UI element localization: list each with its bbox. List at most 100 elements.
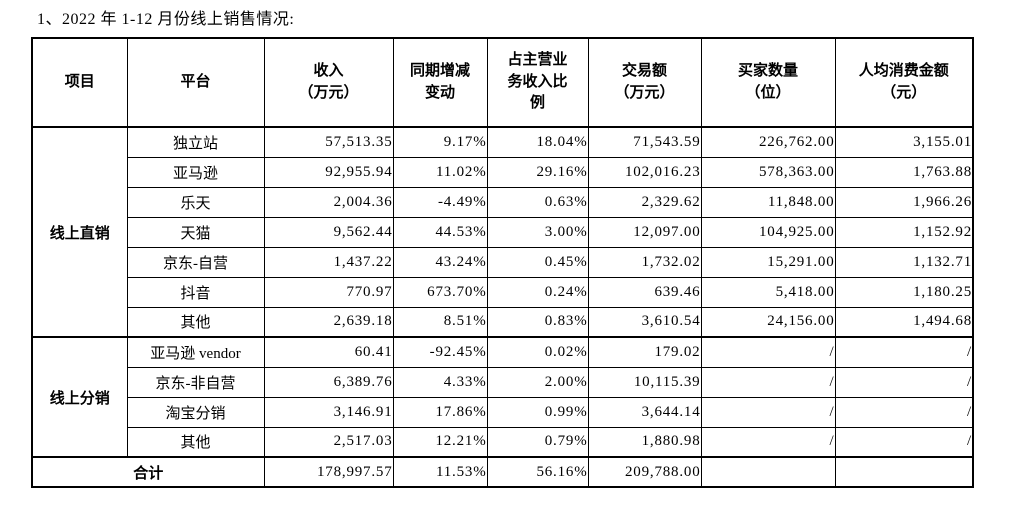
- cell-buyer-count: /: [700, 396, 836, 428]
- cell-transaction-amount: 102,016.23: [587, 156, 702, 188]
- table-row: 抖音 770.97 673.70% 0.24% 639.46 5,418.00 …: [32, 276, 974, 308]
- cell-buyer-count: 15,291.00: [700, 246, 836, 278]
- cell-revenue: 3,146.91: [263, 396, 394, 428]
- cell-total-share: 56.16%: [486, 456, 589, 488]
- cell-share: 0.02%: [486, 336, 589, 368]
- cell-share: 0.79%: [486, 426, 589, 458]
- cell-share: 18.04%: [486, 126, 589, 158]
- cell-buyer-count: 104,925.00: [700, 216, 836, 248]
- cell-revenue: 6,389.76: [263, 366, 394, 398]
- cell-buyer-count: 578,363.00: [700, 156, 836, 188]
- cell-transaction-amount: 1,880.98: [587, 426, 702, 458]
- cell-revenue: 2,639.18: [263, 306, 394, 338]
- cell-total-yoy-change: 11.53%: [392, 456, 488, 488]
- cell-share: 29.16%: [486, 156, 589, 188]
- cell-revenue: 2,004.36: [263, 186, 394, 218]
- cell-yoy-change: 12.21%: [392, 426, 488, 458]
- cell-platform: 独立站: [126, 126, 265, 158]
- cell-share: 0.24%: [486, 276, 589, 308]
- table-row: 京东-自营 1,437.22 43.24% 0.45% 1,732.02 15,…: [32, 246, 974, 278]
- cell-revenue: 92,955.94: [263, 156, 394, 188]
- cell-platform: 京东-自营: [126, 246, 265, 278]
- cell-total-per-capita-spend: [834, 456, 974, 488]
- cell-revenue: 770.97: [263, 276, 394, 308]
- cell-yoy-change: 8.51%: [392, 306, 488, 338]
- col-header-item: 项目: [31, 37, 128, 128]
- section-title: 1、2022 年 1-12 月份线上销售情况:: [37, 11, 295, 28]
- cell-platform: 京东-非自营: [126, 366, 265, 398]
- table-row: 天猫 9,562.44 44.53% 3.00% 12,097.00 104,9…: [32, 216, 974, 248]
- cell-platform: 亚马逊: [126, 156, 265, 188]
- col-header-platform: 平台: [126, 37, 265, 128]
- cell-revenue: 57,513.35: [263, 126, 394, 158]
- cell-platform: 淘宝分销: [126, 396, 265, 428]
- header-row: 项目 平台 收入 （万元） 同期增减 变动 占主营业 务收入比 例 交易额 （万…: [31, 37, 974, 128]
- table-row: 其他 2,639.18 8.51% 0.83% 3,610.54 24,156.…: [32, 306, 974, 338]
- cell-share: 0.63%: [486, 186, 589, 218]
- cell-per-capita-spend: 1,494.68: [834, 306, 974, 338]
- table-row: 线上直销 独立站 57,513.35 9.17% 18.04% 71,543.5…: [31, 126, 974, 338]
- col-header-yoy-change: 同期增减 变动: [392, 37, 488, 128]
- cell-per-capita-spend: 1,763.88: [834, 156, 974, 188]
- cell-per-capita-spend: /: [834, 396, 974, 428]
- cell-buyer-count: 226,762.00: [700, 126, 836, 158]
- cell-yoy-change: -4.49%: [392, 186, 488, 218]
- cell-share: 2.00%: [486, 366, 589, 398]
- cell-platform: 天猫: [126, 216, 265, 248]
- cell-share: 0.83%: [486, 306, 589, 338]
- cell-total-buyer-count: [700, 456, 836, 488]
- cell-buyer-count: 24,156.00: [700, 306, 836, 338]
- col-header-share: 占主营业 务收入比 例: [486, 37, 589, 128]
- table-row: 线上分销 亚马逊 vendor 60.41 -92.45% 0.02% 179.…: [31, 336, 974, 458]
- cell-revenue: 2,517.03: [263, 426, 394, 458]
- cell-per-capita-spend: 1,180.25: [834, 276, 974, 308]
- col-header-transaction-amount: 交易额 （万元）: [587, 37, 702, 128]
- col-header-revenue: 收入 （万元）: [263, 37, 394, 128]
- table-row: 京东-非自营 6,389.76 4.33% 2.00% 10,115.39 / …: [32, 366, 974, 398]
- cell-yoy-change: 9.17%: [392, 126, 488, 158]
- cell-share: 0.45%: [486, 246, 589, 278]
- col-header-buyer-count: 买家数量 （位）: [700, 37, 836, 128]
- cell-yoy-change: -92.45%: [392, 336, 488, 368]
- cell-revenue: 1,437.22: [263, 246, 394, 278]
- cell-platform: 抖音: [126, 276, 265, 308]
- cell-platform: 其他: [126, 426, 265, 458]
- cell-platform: 亚马逊 vendor: [126, 336, 265, 368]
- online-sales-table: 项目 平台 收入 （万元） 同期增减 变动 占主营业 务收入比 例 交易额 （万…: [31, 37, 974, 488]
- cell-yoy-change: 11.02%: [392, 156, 488, 188]
- cell-transaction-amount: 71,543.59: [587, 126, 702, 158]
- cell-buyer-count: /: [700, 426, 836, 458]
- cell-yoy-change: 4.33%: [392, 366, 488, 398]
- group-label-online-direct: 线上直销: [31, 126, 128, 338]
- cell-yoy-change: 43.24%: [392, 246, 488, 278]
- cell-total-transaction-amount: 209,788.00: [587, 456, 702, 488]
- cell-per-capita-spend: 1,152.92: [834, 216, 974, 248]
- cell-buyer-count: 11,848.00: [700, 186, 836, 218]
- group-label-online-distribution: 线上分销: [31, 336, 128, 458]
- cell-per-capita-spend: /: [834, 426, 974, 458]
- cell-transaction-amount: 2,329.62: [587, 186, 702, 218]
- cell-transaction-amount: 12,097.00: [587, 216, 702, 248]
- cell-yoy-change: 17.86%: [392, 396, 488, 428]
- table-row: 乐天 2,004.36 -4.49% 0.63% 2,329.62 11,848…: [32, 186, 974, 218]
- cell-transaction-amount: 3,610.54: [587, 306, 702, 338]
- cell-transaction-amount: 1,732.02: [587, 246, 702, 278]
- cell-transaction-amount: 179.02: [587, 336, 702, 368]
- cell-transaction-amount: 639.46: [587, 276, 702, 308]
- cell-buyer-count: /: [700, 336, 836, 368]
- cell-per-capita-spend: /: [834, 366, 974, 398]
- total-row: 合计 178,997.57 11.53% 56.16% 209,788.00: [31, 456, 974, 488]
- cell-yoy-change: 673.70%: [392, 276, 488, 308]
- table-row: 淘宝分销 3,146.91 17.86% 0.99% 3,644.14 / /: [32, 396, 974, 428]
- cell-per-capita-spend: 1,132.71: [834, 246, 974, 278]
- cell-revenue: 9,562.44: [263, 216, 394, 248]
- cell-share: 3.00%: [486, 216, 589, 248]
- cell-yoy-change: 44.53%: [392, 216, 488, 248]
- cell-per-capita-spend: 3,155.01: [834, 126, 974, 158]
- total-label: 合计: [31, 456, 265, 488]
- cell-per-capita-spend: 1,966.26: [834, 186, 974, 218]
- cell-total-revenue: 178,997.57: [263, 456, 394, 488]
- col-header-per-capita-spend: 人均消费金额 （元）: [834, 37, 974, 128]
- cell-buyer-count: /: [700, 366, 836, 398]
